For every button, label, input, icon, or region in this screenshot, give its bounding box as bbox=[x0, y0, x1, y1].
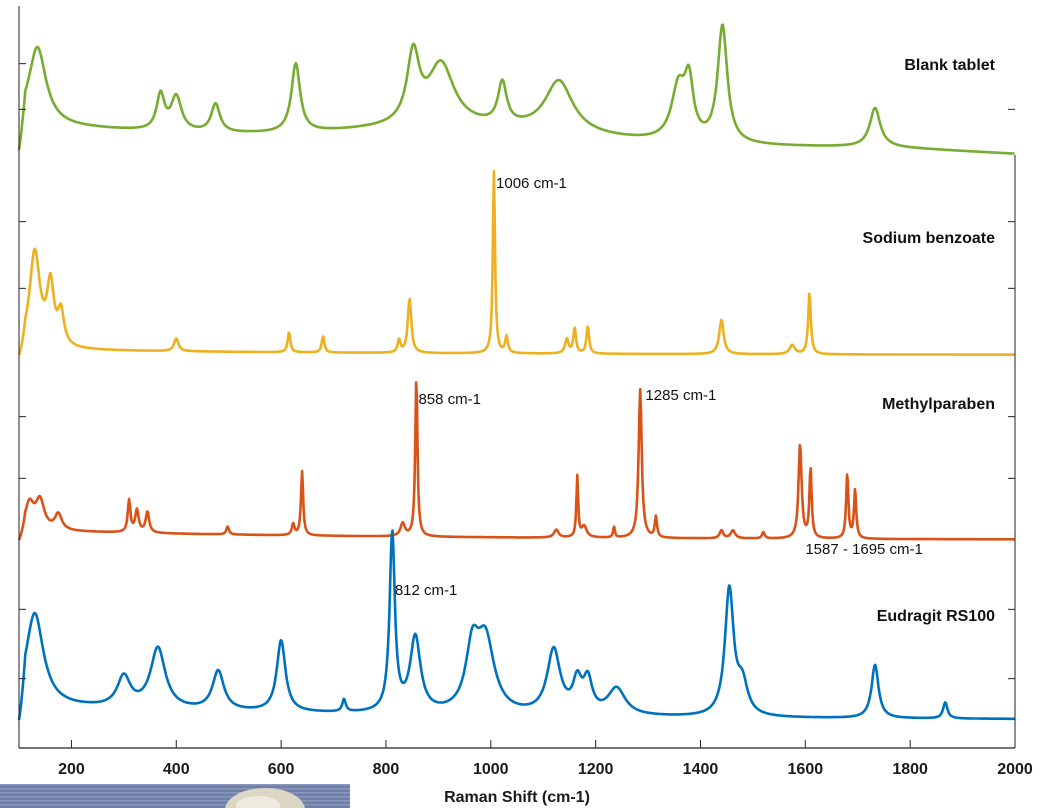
series-label: Eudragit RS100 bbox=[877, 608, 995, 625]
spectrum-line-4 bbox=[17, 529, 1015, 721]
peak-annotations: 1006 cm-1 858 cm-1 1285 cm-1 1587 - 1695 cm… bbox=[395, 175, 923, 599]
x-tick-label: 400 bbox=[163, 761, 190, 778]
x-tick-label: 200 bbox=[58, 761, 85, 778]
x-tick-label: 800 bbox=[373, 761, 400, 778]
series-label: Blank tablet bbox=[904, 57, 995, 74]
peak-annotation: 1006 cm-1 bbox=[496, 175, 567, 192]
spectrum-line-2 bbox=[17, 169, 1015, 356]
x-tick-label: 1600 bbox=[788, 761, 824, 778]
tablet-photo bbox=[0, 784, 350, 808]
x-tick-label: 2000 bbox=[997, 761, 1033, 778]
peak-annotation: 812 cm-1 bbox=[395, 582, 458, 599]
x-tick-label: 1800 bbox=[892, 761, 928, 778]
peak-annotation: 1587 - 1695 cm-1 bbox=[805, 541, 923, 558]
spectra-traces bbox=[17, 23, 1015, 721]
x-tick-label: 600 bbox=[268, 761, 295, 778]
axis-ticks: 200 400 600 800 1000 1200 1400 1600 1800 2000 bbox=[19, 63, 1033, 778]
x-tick-label: 1200 bbox=[578, 761, 614, 778]
spectrum-line-3 bbox=[17, 381, 1015, 541]
peak-annotation: 1285 cm-1 bbox=[645, 387, 716, 404]
x-tick-label: 1400 bbox=[683, 761, 719, 778]
plot-frame bbox=[18, 6, 1016, 749]
x-axis-label: Raman Shift (cm-1) bbox=[444, 789, 590, 806]
spectrum-line-1 bbox=[17, 23, 1015, 155]
peak-annotation: 858 cm-1 bbox=[418, 391, 481, 408]
series-label: Sodium benzoate bbox=[863, 230, 996, 247]
x-tick-label: 1000 bbox=[473, 761, 509, 778]
series-label: Methylparaben bbox=[882, 396, 995, 413]
series-labels: Blank tablet Sodium benzoate Methylparaben… bbox=[863, 57, 996, 625]
